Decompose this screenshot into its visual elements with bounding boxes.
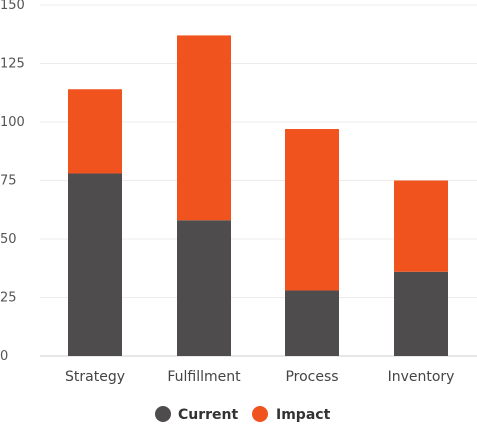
bar-impact-inventory: [394, 180, 448, 272]
legend-marker-current: [155, 406, 171, 422]
y-tick-label-75: 75: [0, 174, 17, 189]
legend: Current Impact: [155, 406, 331, 423]
x-tick-label-process: Process: [285, 369, 338, 385]
y-tick-label-125: 125: [0, 57, 25, 72]
bar-impact-process: [285, 129, 339, 291]
y-tick-label-25: 25: [0, 291, 17, 306]
bar-current-fulfillment: [177, 220, 231, 356]
bars: [68, 35, 448, 356]
bar-current-process: [285, 290, 339, 356]
bar-impact-fulfillment: [177, 35, 231, 221]
legend-label-impact: Impact: [276, 407, 331, 423]
bar-current-inventory: [394, 271, 448, 356]
legend-marker-impact: [252, 406, 268, 422]
bar-current-strategy: [68, 173, 122, 356]
legend-label-current: Current: [178, 407, 239, 423]
bar-impact-strategy: [68, 89, 122, 174]
x-tick-label-inventory: Inventory: [388, 369, 455, 385]
x-tick-label-strategy: Strategy: [65, 369, 125, 385]
x-tick-label-fulfillment: Fulfillment: [167, 369, 241, 385]
y-tick-label-50: 50: [0, 232, 17, 247]
y-axis-ticks: 0 25 50 75 100 125 150: [0, 0, 25, 364]
y-tick-label-0: 0: [0, 349, 8, 364]
y-tick-label-100: 100: [0, 115, 25, 130]
x-axis-labels: Strategy Fulfillment Process Inventory: [65, 369, 454, 385]
y-tick-label-150: 150: [0, 0, 25, 13]
